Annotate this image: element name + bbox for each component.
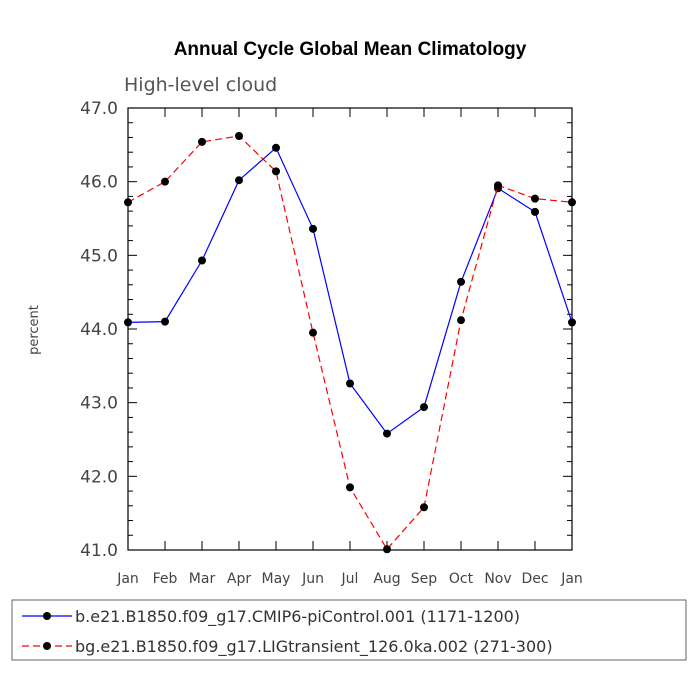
x-tick-label: Feb (153, 571, 178, 587)
x-tick-label: Oct (449, 571, 474, 587)
data-point (383, 545, 391, 554)
data-point (198, 137, 206, 146)
data-point (494, 181, 502, 190)
y-tick-label: 44.0 (80, 320, 118, 340)
series-layer (124, 131, 576, 554)
data-point (161, 177, 169, 186)
data-point (383, 429, 391, 438)
y-tick-label: 46.0 (80, 173, 118, 193)
x-tick-label: Dec (521, 571, 548, 587)
data-point (272, 167, 280, 176)
data-point (457, 277, 465, 286)
data-point (531, 194, 539, 203)
x-tick-label: Sep (411, 571, 438, 587)
data-point (457, 316, 465, 325)
x-tick-label: Apr (227, 571, 251, 587)
data-point (235, 176, 243, 185)
y-tick-label: 45.0 (80, 246, 118, 266)
axes-layer: Jan Feb Mar Apr May Jun Jul Aug Sep Oct Nov Dec Jan 4… (80, 99, 583, 587)
data-point (420, 403, 428, 412)
data-point (309, 328, 317, 337)
x-tick-label: Jul (341, 571, 359, 587)
legend-label-2: bg.e21.B1850.f09_g17.LIGtransient_126.0k… (75, 637, 553, 657)
data-point (568, 198, 576, 207)
y-tick-label: 43.0 (80, 394, 118, 414)
data-point (161, 317, 169, 326)
data-point (568, 318, 576, 327)
data-point (124, 198, 132, 207)
y-tick-label: 42.0 (80, 467, 118, 487)
x-tick-label: Jun (301, 571, 324, 587)
x-tick-label: Aug (373, 571, 400, 587)
x-tick-label: May (262, 571, 291, 587)
data-point (420, 503, 428, 512)
x-tick-label: Nov (484, 571, 511, 587)
x-tick-label: Jan (560, 571, 583, 587)
data-point (235, 131, 243, 140)
legend-marker-2 (43, 642, 51, 650)
chart-title: Annual Cycle Global Mean Climatology (174, 39, 527, 60)
x-tick-label: Jan (116, 571, 139, 587)
data-point (272, 143, 280, 152)
series-line-1 (127, 146, 573, 435)
data-point (346, 483, 354, 492)
data-point (531, 207, 539, 216)
y-tick-label: 47.0 (80, 99, 118, 119)
data-point (124, 318, 132, 327)
y-tick-label: 41.0 (80, 541, 118, 561)
legend-label-1: b.e21.B1850.f09_g17.CMIP6-piControl.001 … (75, 607, 520, 627)
data-point (346, 379, 354, 388)
y-axis-label: percent (27, 305, 42, 355)
legend-box (11, 599, 687, 661)
legend-marker-1 (43, 612, 51, 620)
data-point (198, 256, 206, 265)
chart-subtitle: High-level cloud (124, 74, 277, 96)
data-point (309, 224, 317, 233)
legend: b.e21.B1850.f09_g17.CMIP6-piControl.001 … (22, 607, 553, 657)
x-tick-label: Mar (189, 571, 216, 587)
